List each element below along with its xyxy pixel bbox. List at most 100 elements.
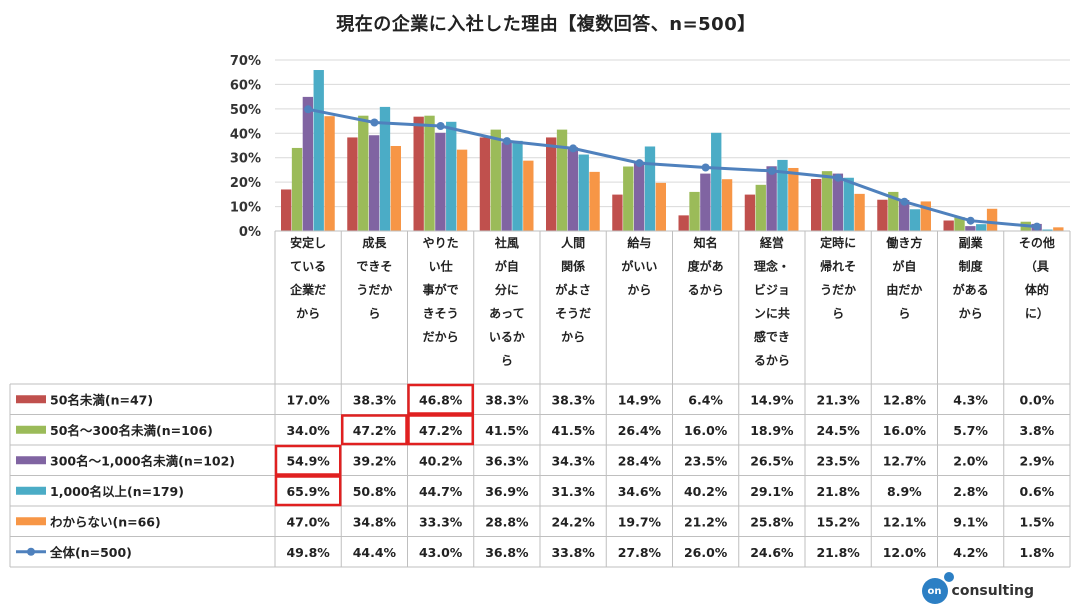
bar (711, 132, 722, 231)
table-cell: 23.5% (816, 453, 860, 468)
table-cell: 12.8% (883, 392, 927, 407)
bar (744, 194, 756, 231)
line-point (569, 144, 578, 153)
table-cell: 39.2% (353, 453, 397, 468)
bar (986, 208, 998, 231)
y-tick-label: 10% (230, 201, 261, 216)
y-tick-label: 70% (230, 54, 261, 69)
y-tick-label: 40% (230, 127, 261, 142)
table-cell: 12.1% (883, 514, 927, 529)
table-cell: 28.8% (485, 514, 529, 529)
bar (424, 115, 435, 231)
table-cell: 54.9% (286, 453, 330, 468)
table-cell: 12.7% (883, 453, 927, 468)
category-label: ビジョ (754, 282, 790, 297)
logo-text: consulting (951, 583, 1034, 599)
category-label: ら (368, 307, 380, 321)
bar (898, 199, 910, 231)
bar (302, 96, 314, 231)
category-label: ら (898, 307, 910, 321)
category-label: だから (423, 330, 459, 344)
table-cell: 31.3% (551, 484, 595, 499)
category-label: やりた (423, 236, 459, 250)
table-cell: 2.8% (953, 484, 988, 499)
table-cell: 24.5% (816, 423, 860, 438)
table-cell: 0.6% (1020, 484, 1055, 499)
bar (456, 149, 468, 231)
line-point (635, 159, 644, 168)
table-cell: 2.0% (953, 453, 988, 468)
table-cell: 29.1% (750, 484, 794, 499)
bar (811, 178, 822, 231)
bar (721, 179, 733, 231)
line-series-path (307, 107, 1038, 229)
category-label: 由だか (886, 282, 922, 297)
bar (379, 106, 391, 231)
table-cell: 41.5% (551, 423, 595, 438)
line-point (701, 163, 710, 172)
legend-swatch (16, 486, 46, 495)
legend-label: わからない(n=66) (50, 514, 161, 529)
chart-title: 現在の企業に入社した理由【複数回答、n=500】 (336, 14, 756, 35)
category-label: うだか (820, 283, 856, 297)
line-point (834, 173, 843, 182)
bar (920, 201, 931, 231)
table-cell: 38.3% (485, 392, 529, 407)
bar (413, 116, 424, 231)
category-label: 成長 (362, 235, 387, 250)
bar (976, 224, 987, 231)
category-label: 定時に (820, 235, 856, 250)
bar (755, 184, 766, 231)
line-point (966, 216, 975, 225)
bar (843, 177, 854, 231)
line-point (304, 105, 313, 114)
bar (954, 217, 965, 231)
category-label: ら (832, 307, 844, 321)
table-cell: 28.4% (618, 453, 662, 468)
bar (766, 166, 777, 231)
category-label: 経営 (760, 235, 784, 250)
category-label: できそ (356, 260, 392, 274)
category-label: 企業だ (289, 282, 326, 297)
bar (523, 160, 534, 231)
bar (943, 220, 954, 231)
table-cell: 49.8% (286, 545, 330, 560)
category-label: 関係 (561, 259, 585, 274)
bar (578, 154, 589, 231)
category-label: がよさ (555, 282, 590, 297)
legend-line-marker (27, 547, 35, 556)
table-cell: 40.2% (684, 484, 728, 499)
bar (324, 116, 335, 231)
line-point (370, 118, 379, 127)
table-cell: 9.1% (953, 514, 988, 529)
table-cell: 12.0% (883, 545, 927, 560)
bar (1053, 227, 1064, 231)
table-cell: 21.3% (816, 392, 860, 407)
bar (623, 166, 634, 231)
category-label: その他 (1019, 235, 1055, 250)
y-tick-label: 0% (239, 225, 261, 240)
table-cell: 36.9% (485, 484, 529, 499)
bar (644, 146, 656, 231)
table-cell: 26.5% (750, 453, 794, 468)
category-label: 給与 (627, 235, 651, 250)
category-label: 知名 (693, 235, 718, 250)
category-label: ンに共 (754, 306, 790, 321)
y-tick-label: 50% (230, 103, 261, 118)
category-label: るから (688, 283, 724, 297)
category-label: うだか (356, 283, 392, 297)
line-point (502, 137, 511, 146)
legend-swatch (16, 517, 46, 526)
bar (347, 137, 358, 231)
bar (877, 199, 888, 231)
category-label: から (959, 307, 983, 321)
category-label: るから (754, 354, 790, 368)
legend-label: 50名未満(n=47) (50, 392, 153, 407)
table-cell: 15.2% (816, 514, 860, 529)
bar (291, 147, 303, 231)
category-label: 社風 (494, 235, 519, 250)
table-cell: 34.6% (618, 484, 662, 499)
bar (689, 191, 700, 231)
bar (313, 70, 324, 232)
highlight-box (274, 475, 342, 507)
